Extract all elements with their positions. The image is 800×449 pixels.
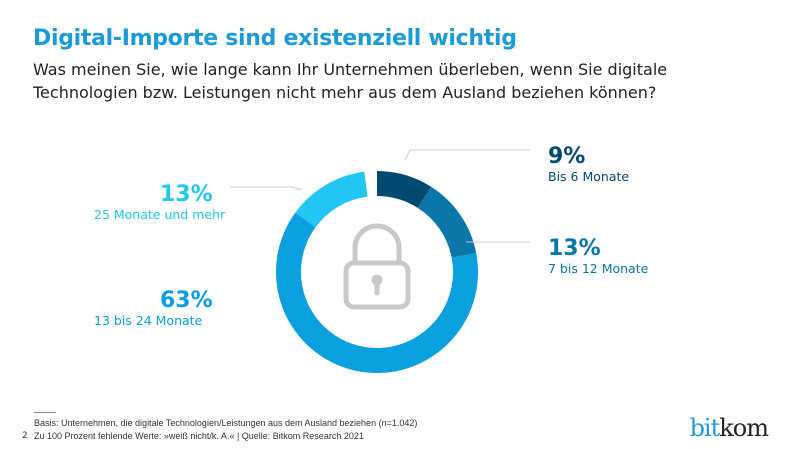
footnote-divider: [34, 412, 56, 413]
slice-category: Bis 6 Monate: [548, 169, 630, 184]
slice-category: 25 Monate und mehr: [94, 207, 226, 222]
leader-line-0: [404, 149, 530, 161]
slice-category: 13 bis 24 Monate: [94, 313, 203, 328]
slice-value: 13%: [160, 182, 213, 207]
slice-value: 9%: [548, 144, 586, 169]
slice-value: 63%: [160, 288, 213, 313]
logo-part-a: bit: [689, 414, 721, 442]
slice-value: 13%: [548, 236, 601, 261]
bitkom-logo: bitkom: [689, 414, 769, 442]
page-number: 2: [22, 431, 28, 441]
footnote-source: Zu 100 Prozent fehlende Werte: »weiß nic…: [34, 431, 364, 441]
slice-category: 7 bis 12 Monate: [548, 261, 649, 276]
footnote-basis: Basis: Unternehmen, die digitale Technol…: [34, 418, 418, 428]
donut-slice-2: [275, 212, 478, 374]
chart-title: Digital-Importe sind existenziell wichti…: [33, 26, 517, 51]
donut-slice-1: [417, 186, 477, 258]
slice-label-3: 13% 25 Monate und mehr: [94, 182, 225, 222]
donut-slice-3: [295, 171, 368, 228]
slice-label-1: 13% 7 bis 12 Monate: [548, 236, 648, 276]
lock-icon: [343, 223, 411, 310]
slice-label-0: 9% Bis 6 Monate: [548, 144, 629, 184]
slice-label-2: 63% 13 bis 24 Monate: [94, 288, 213, 328]
logo-part-b: kom: [719, 414, 769, 442]
leader-line-3: [230, 186, 303, 191]
chart-subtitle: Was meinen Sie, wie lange kann Ihr Unter…: [33, 60, 668, 102]
donut-slice-0: [377, 171, 432, 208]
